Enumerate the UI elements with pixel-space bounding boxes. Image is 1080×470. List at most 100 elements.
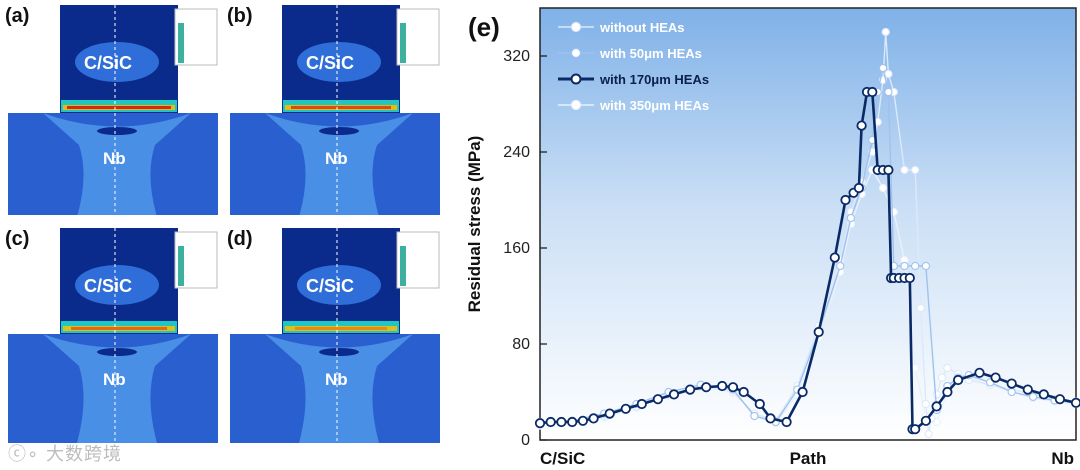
fea-panel-a: (a) C/SiC Nb [5, 5, 220, 215]
legend-label: with 350μm HEAs [599, 98, 709, 113]
watermark: ⓒ∘ 大数跨境 [8, 440, 122, 466]
nb-stress-zone [43, 334, 191, 443]
nb-stress-zone [265, 334, 413, 443]
x-category-middle: Path [790, 449, 827, 468]
legend-entry-2: with 170μm HEAs [558, 72, 709, 87]
data-point [781, 416, 792, 428]
data-point [931, 401, 942, 412]
data-point [974, 367, 985, 378]
legend-label: with 170μm HEAs [599, 72, 709, 87]
data-point [738, 386, 749, 398]
data-point [867, 86, 878, 98]
legend-entry-1: with 50μm HEAs [558, 46, 702, 61]
data-point [911, 165, 920, 175]
data-point [921, 261, 931, 271]
legend-label: without HEAs [599, 20, 685, 35]
legend-colorbar [178, 23, 184, 63]
data-point [881, 27, 890, 37]
data-point [889, 207, 898, 217]
legend-marker [570, 21, 582, 33]
data-point [921, 399, 931, 409]
series-group [534, 27, 1080, 439]
data-point [1022, 384, 1033, 395]
panel-label: (d) [227, 228, 253, 250]
data-point [904, 272, 915, 284]
data-point [652, 394, 664, 405]
nb-label: Nb [103, 370, 126, 389]
csic-label: C/SiC [84, 53, 133, 73]
legend-colorbar [400, 246, 406, 286]
data-point [577, 415, 589, 426]
y-tick-label: 320 [503, 48, 530, 65]
nb-low-stress [97, 127, 137, 135]
panel-label: (c) [5, 228, 30, 250]
data-point [1028, 392, 1038, 401]
data-point [813, 326, 824, 338]
data-point [1038, 389, 1049, 400]
contour-plot-c [8, 228, 218, 443]
contour-plot-d [230, 228, 440, 443]
nb-low-stress [319, 127, 359, 135]
data-point [846, 213, 856, 223]
data-point [883, 164, 894, 176]
panel-label: (b) [227, 5, 253, 27]
data-point [900, 261, 909, 271]
data-point [900, 165, 909, 175]
csic-label: C/SiC [84, 276, 133, 296]
legend-entry-3: with 350μm HEAs [558, 98, 709, 113]
data-point [797, 386, 808, 398]
nb-stress-zone [43, 113, 191, 215]
nb-low-stress [97, 348, 137, 356]
legend: without HEAs with 50μm HEAs with 170μm HEA… [558, 20, 709, 113]
data-point [588, 413, 599, 424]
data-point [920, 415, 932, 426]
data-point [916, 303, 925, 313]
contour-plot-b [230, 5, 440, 215]
nb-label: Nb [103, 149, 126, 168]
data-point [754, 398, 765, 410]
data-point [856, 120, 867, 131]
nb-stress-zone [265, 113, 413, 215]
csic-stress-zone [75, 42, 159, 82]
data-point [765, 413, 776, 424]
data-point [1054, 394, 1066, 405]
data-point [924, 429, 933, 439]
x-category-start: C/SiC [540, 449, 585, 468]
data-point [717, 380, 728, 392]
contour-plot-a [8, 5, 218, 215]
legend-colorbar [178, 246, 184, 286]
data-point [878, 63, 888, 73]
legend-marker [570, 73, 582, 85]
csic-label: C/SiC [306, 276, 355, 296]
watermark-logo-icon: ⓒ∘ [8, 444, 46, 465]
data-point [1070, 397, 1080, 408]
data-point [937, 373, 947, 382]
data-point [556, 416, 567, 428]
data-point [910, 424, 921, 435]
panel-label: (a) [5, 5, 30, 27]
data-point [604, 408, 615, 419]
y-tick-label: 80 [512, 336, 530, 353]
y-tick-label: 160 [503, 240, 530, 257]
data-point [952, 374, 964, 386]
chart-panel-label: (e) [468, 12, 500, 42]
y-axis: 0 80 160 240 320 [503, 48, 547, 449]
fea-panel-c: (c) C/SiC Nb [5, 228, 220, 443]
data-point [1007, 387, 1016, 397]
data-point [545, 416, 556, 428]
data-point [840, 194, 851, 206]
data-point [668, 389, 680, 400]
data-point [750, 411, 759, 421]
data-point [567, 416, 578, 428]
interface-red-band [67, 106, 171, 109]
data-point [636, 398, 647, 410]
legend-colorbar [400, 23, 406, 63]
data-point [942, 386, 953, 398]
data-point [1006, 378, 1017, 389]
data-point [878, 183, 888, 193]
csic-label: C/SiC [306, 53, 355, 73]
data-point [829, 252, 840, 263]
data-point [911, 261, 920, 271]
data-point [534, 418, 546, 429]
data-point [727, 382, 739, 393]
